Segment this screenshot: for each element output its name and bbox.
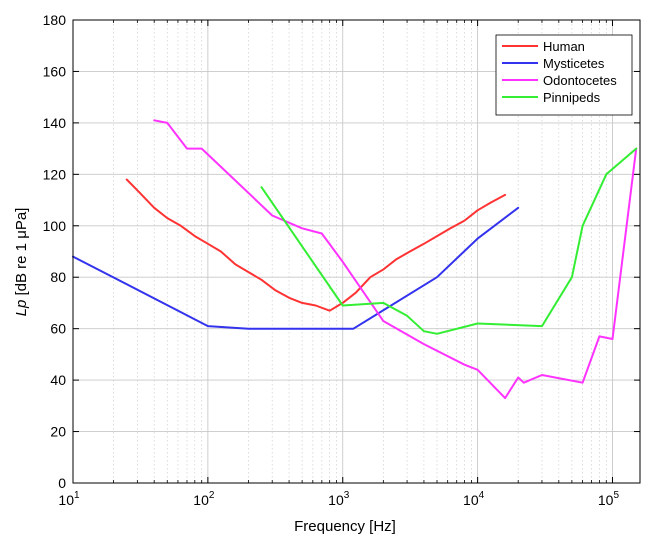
legend-box <box>495 34 633 116</box>
x-tick-label-exponent: 3 <box>344 490 350 501</box>
x-tick-label: 103 <box>328 490 350 508</box>
legend: Human Mysticetes Odontocetes Pinnipeds <box>495 34 633 116</box>
y-tick-label: 80 <box>50 269 66 285</box>
y-tick-labels: 0 20 40 60 80 100 120 140 160 180 <box>43 12 67 491</box>
x-tick-label: 104 <box>463 490 485 508</box>
y-axis-label-rest: [dB re 1 μPa] <box>13 208 30 300</box>
y-tick-label: 100 <box>43 218 67 234</box>
x-tick-label-base: 10 <box>463 492 479 508</box>
y-axis-label: Lp [dB re 1 μPa] <box>13 208 30 317</box>
series-line-mysticetes <box>72 206 520 330</box>
x-tick-label-base: 10 <box>328 492 344 508</box>
x-tick-label: 105 <box>598 490 620 508</box>
legend-label: Pinnipeds <box>543 90 601 105</box>
legend-label: Human <box>543 39 585 54</box>
y-tick-label: 140 <box>43 115 67 131</box>
plot-frame <box>72 19 641 484</box>
legend-label: Mysticetes <box>543 56 605 71</box>
x-tick-label: 101 <box>58 490 80 508</box>
y-tick-label: 180 <box>43 12 67 28</box>
x-axis-label: Frequency [Hz] <box>294 518 396 535</box>
legend-label: Odontocetes <box>543 73 617 88</box>
series-line-human <box>125 178 507 312</box>
y-tick-label: 60 <box>50 321 66 337</box>
series-lines <box>72 119 638 400</box>
x-tick-label-exponent: 4 <box>479 490 485 501</box>
y-axis-label-italic: Lp <box>13 300 30 317</box>
y-tick-label: 20 <box>50 424 66 440</box>
x-tick-label-exponent: 1 <box>74 490 80 501</box>
y-tick-label: 0 <box>58 475 66 491</box>
y-tick-label: 160 <box>43 63 67 79</box>
x-tick-labels: 101 102 103 104 105 <box>58 490 619 508</box>
x-tick-label-base: 10 <box>58 492 74 508</box>
x-tick-label-exponent: 2 <box>209 490 215 501</box>
x-tick-label-exponent: 5 <box>613 490 619 501</box>
x-tick-label: 102 <box>193 490 215 508</box>
y-tick-label: 40 <box>50 372 66 388</box>
x-tick-label-base: 10 <box>193 492 209 508</box>
y-tick-label: 120 <box>43 166 67 182</box>
axis-ticks <box>72 19 640 484</box>
x-tick-label-base: 10 <box>598 492 614 508</box>
series-line-pinnipeds <box>260 147 638 335</box>
series-line-odontocetes <box>153 119 638 400</box>
